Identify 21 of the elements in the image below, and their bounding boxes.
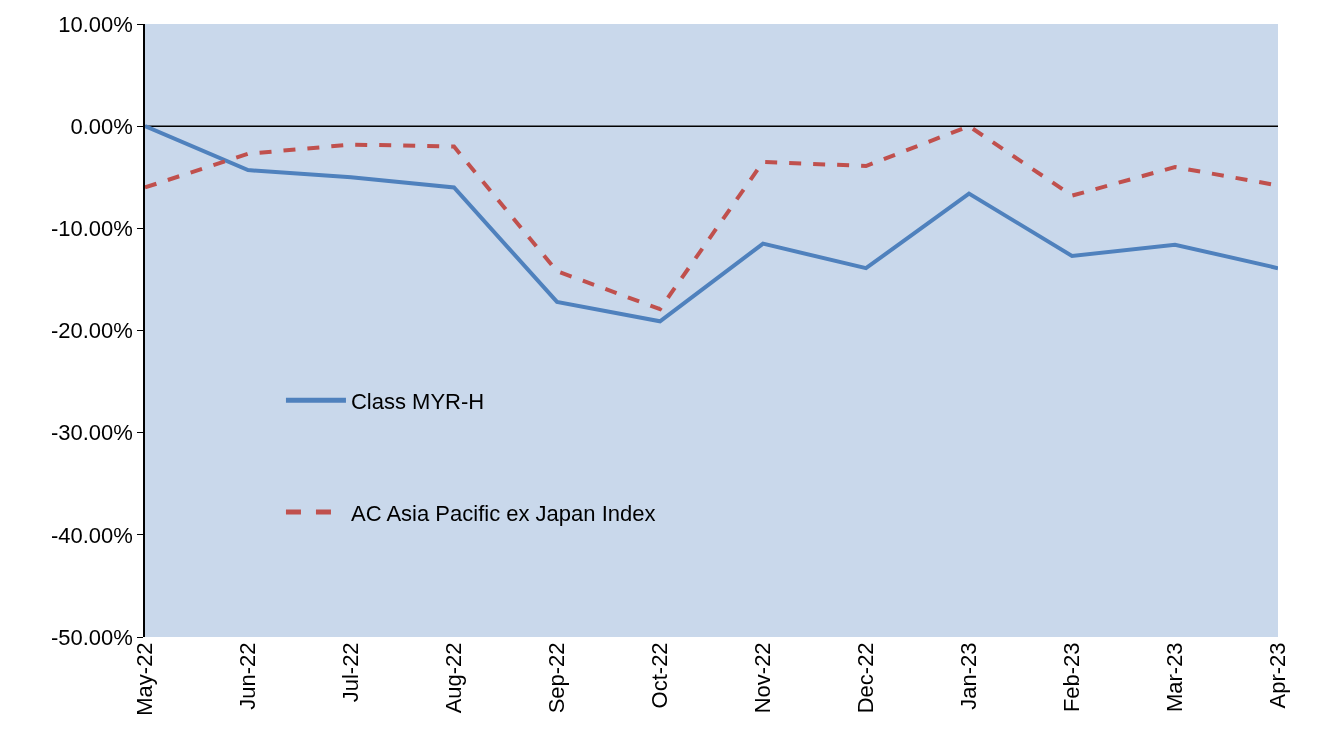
x-tick-label: Jul-22 — [338, 642, 364, 703]
legend-label: AC Asia Pacific ex Japan Index — [350, 500, 656, 526]
x-tick-label: Mar-23 — [1162, 642, 1188, 713]
y-tick-label: 0.00% — [70, 113, 133, 139]
x-tick-label: Oct-22 — [647, 642, 673, 709]
x-tick-label: Dec-22 — [853, 642, 879, 714]
x-tick-label: Aug-22 — [441, 642, 467, 714]
y-tick-label: 10.00% — [58, 11, 133, 37]
y-tick-label: -20.00% — [50, 318, 133, 344]
x-tick-label: Jan-23 — [956, 642, 982, 710]
x-tick-label: Sep-22 — [544, 642, 570, 714]
x-tick-label: Apr-23 — [1265, 642, 1291, 709]
y-tick-label: -10.00% — [50, 216, 133, 242]
y-tick-label: -30.00% — [50, 420, 133, 446]
x-tick-label: Jun-22 — [235, 642, 261, 710]
x-tick-label: Nov-22 — [750, 642, 776, 714]
x-tick-label: Feb-23 — [1059, 642, 1085, 713]
x-tick-label: May-22 — [132, 642, 158, 716]
y-tick-label: -50.00% — [50, 624, 133, 650]
y-tick-label: -40.00% — [50, 522, 133, 548]
legend-label: Class MYR-H — [350, 388, 485, 414]
